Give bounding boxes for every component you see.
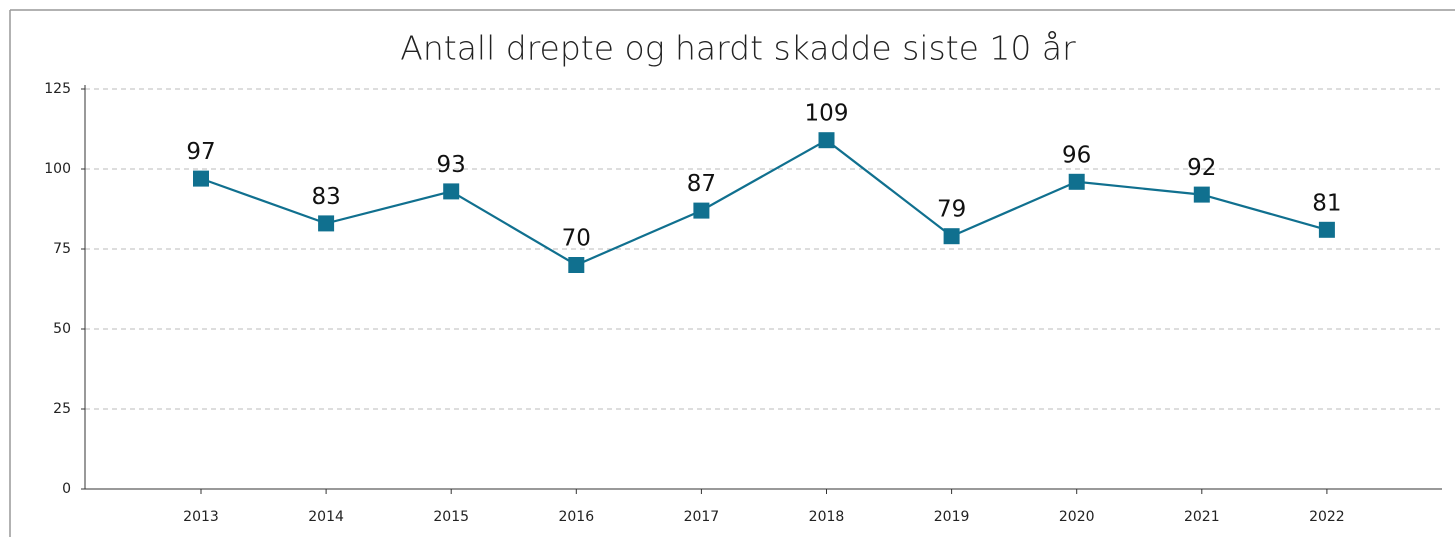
- series-line: [200, 138, 1328, 267]
- marker: [1318, 221, 1335, 238]
- x-tick-label: 2016: [558, 509, 594, 525]
- x-tick-label: 2015: [433, 509, 469, 525]
- x-tick-label: 2013: [183, 509, 219, 525]
- x-tick-label: 2018: [809, 509, 845, 525]
- marker: [1068, 173, 1085, 190]
- data-label: 109: [805, 101, 849, 127]
- marker: [443, 183, 460, 200]
- data-label: 79: [937, 197, 966, 223]
- chart-title: Antall drepte og hardt skadde siste 10 å…: [400, 29, 1076, 68]
- x-tick-label: 2021: [1184, 509, 1220, 525]
- y-tick-label: 50: [53, 321, 71, 337]
- marker: [693, 202, 710, 219]
- y-tick-label: 75: [53, 241, 71, 257]
- x-tick-label: 2019: [934, 509, 970, 525]
- x-tick-label: 2017: [684, 509, 720, 525]
- data-label: 97: [186, 139, 215, 165]
- data-label: 93: [437, 152, 466, 178]
- y-tick-label: 100: [44, 161, 71, 177]
- marker: [318, 215, 335, 232]
- x-tick-label: 2022: [1309, 509, 1345, 525]
- y-tick-label: 25: [53, 401, 71, 417]
- y-tick-label: 0: [62, 481, 71, 497]
- data-label: 87: [687, 171, 716, 197]
- x-tick-label: 2014: [308, 509, 344, 525]
- data-label: 70: [562, 226, 591, 252]
- data-label: 81: [1312, 190, 1341, 216]
- x-tick-label: 2020: [1059, 509, 1095, 525]
- data-label: 96: [1062, 142, 1091, 168]
- y-tick-label: 125: [44, 81, 71, 97]
- marker: [818, 132, 835, 149]
- data-label: 83: [311, 184, 340, 210]
- marker: [193, 170, 209, 187]
- marker: [943, 228, 960, 245]
- marker: [1193, 186, 1210, 203]
- marker: [568, 257, 585, 273]
- data-label: 92: [1187, 155, 1216, 181]
